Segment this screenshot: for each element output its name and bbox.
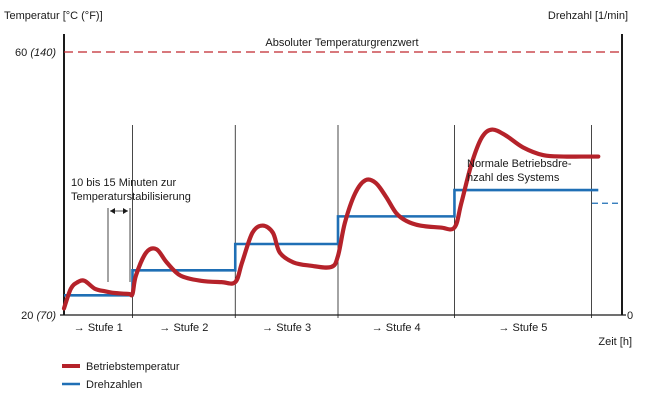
legend-label-drehzahlen: Drehzahlen <box>86 379 142 391</box>
stage-label: → Stufe 1 <box>74 322 123 334</box>
stage-label: → Stufe 2 <box>159 322 208 334</box>
stage-label: → Stufe 5 <box>498 322 547 334</box>
y-tick-label: 20 (70) <box>21 310 56 322</box>
x-axis-title: Zeit [h] <box>598 336 632 348</box>
y-tick-label: 60 (140) <box>15 47 56 59</box>
y-axis-right-title: Drehzahl [1/min] <box>548 10 628 22</box>
series-line-drehzahlen <box>64 188 599 297</box>
normal-speed-annotation-line-2: hzahl des Systems <box>467 172 560 184</box>
stabilization-arrowheads <box>110 208 128 214</box>
stabilization-annotation-line-1: 10 bis 15 Minuten zur <box>71 177 177 189</box>
stabilization-annotation-line-2: Temperaturstabilisierung <box>71 191 191 203</box>
temperature-limit-label: Absoluter Temperaturgrenzwert <box>265 37 418 49</box>
y-right-tick-label: 0 <box>627 310 633 322</box>
stage-label: → Stufe 4 <box>372 322 421 334</box>
stage-label: → Stufe 3 <box>262 322 311 334</box>
series-line-betriebstemperatur <box>61 127 601 311</box>
y-axis-left-title: Temperatur [°C (°F)] <box>4 10 103 22</box>
normal-speed-annotation-line-1: Normale Betriebsdre- <box>467 158 572 170</box>
legend-label-betriebstemperatur: Betriebstemperatur <box>86 361 180 373</box>
chart-marks: → Stufe 1 → Stufe 2 → Stufe 3 → Stufe 4 → St… <box>15 37 633 391</box>
